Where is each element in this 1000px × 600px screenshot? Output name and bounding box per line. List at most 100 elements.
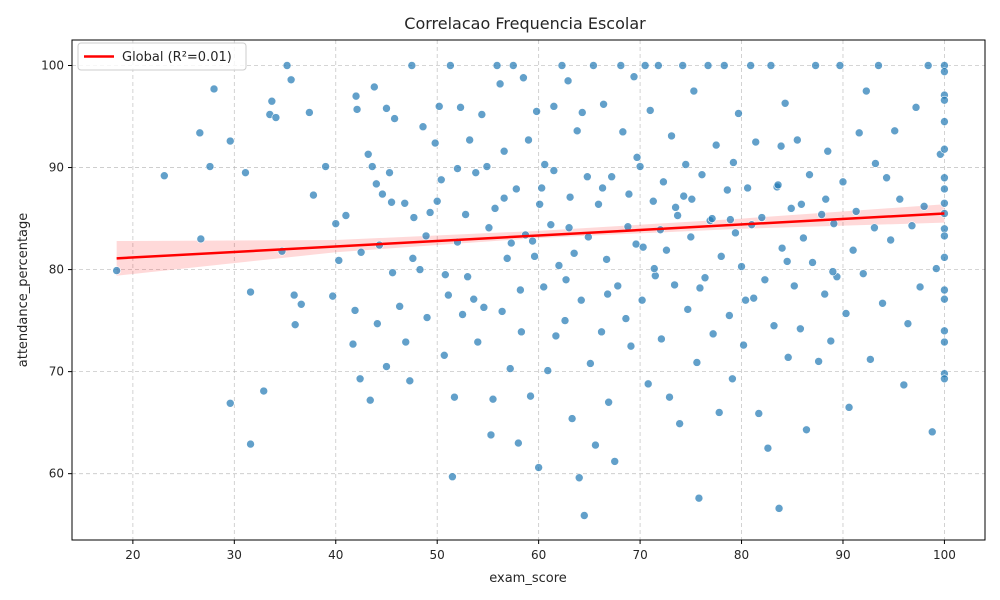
data-point: [673, 211, 682, 220]
x-tick-label: 30: [227, 548, 242, 562]
data-point: [532, 107, 541, 116]
data-point: [811, 61, 820, 70]
data-point: [777, 243, 787, 253]
data-point: [425, 208, 435, 217]
data-point: [195, 128, 205, 138]
data-point: [681, 160, 691, 169]
data-point: [802, 425, 811, 435]
data-point: [225, 398, 235, 408]
data-point: [554, 261, 564, 270]
data-point: [602, 255, 611, 264]
data-point: [679, 191, 689, 201]
data-point: [526, 391, 535, 401]
data-point: [657, 334, 666, 344]
data-point: [564, 223, 574, 233]
data-point: [401, 337, 411, 347]
points-layer: [112, 61, 949, 520]
data-point: [671, 203, 680, 212]
data-point: [400, 198, 410, 208]
data-point: [670, 280, 679, 290]
data-point: [259, 386, 269, 396]
data-point: [780, 98, 790, 108]
data-point: [940, 253, 949, 262]
data-point: [878, 298, 887, 308]
data-point: [350, 306, 360, 315]
x-tick-label: 90: [835, 548, 850, 562]
data-point: [486, 430, 496, 440]
data-point: [225, 136, 235, 146]
data-point: [356, 247, 366, 257]
data-point: [940, 224, 949, 234]
data-point: [707, 214, 717, 223]
data-point: [799, 233, 808, 243]
data-point: [267, 96, 277, 106]
data-point: [766, 61, 776, 70]
data-point: [665, 392, 674, 402]
data-point: [695, 283, 705, 293]
data-point: [407, 61, 417, 70]
data-point: [760, 275, 770, 285]
data-point: [282, 61, 292, 70]
data-point: [497, 307, 507, 316]
data-point: [923, 61, 933, 70]
data-point: [808, 258, 817, 267]
data-point: [940, 231, 949, 241]
data-point: [463, 272, 472, 282]
data-point: [418, 122, 428, 132]
data-point: [328, 291, 338, 301]
data-point: [826, 336, 836, 346]
data-point: [848, 245, 858, 255]
data-point: [714, 408, 724, 417]
data-point: [919, 202, 929, 211]
data-point: [773, 180, 783, 190]
data-point: [662, 245, 671, 255]
data-point: [514, 438, 523, 448]
data-point: [539, 282, 549, 292]
data-point: [351, 91, 361, 101]
data-point: [870, 223, 879, 233]
data-point: [432, 196, 442, 206]
data-point: [563, 76, 573, 86]
data-point: [505, 364, 515, 373]
data-point: [940, 173, 949, 183]
data-point: [719, 61, 729, 70]
data-point: [246, 439, 255, 449]
data-point: [561, 275, 571, 285]
data-point: [591, 440, 600, 450]
data-point: [700, 273, 710, 283]
data-point: [574, 473, 584, 483]
data-point: [209, 84, 219, 94]
data-point: [355, 374, 365, 384]
y-tick-label: 70: [49, 365, 64, 379]
data-point: [365, 395, 375, 405]
data-point: [112, 266, 121, 275]
data-point: [651, 271, 660, 281]
data-point: [844, 403, 854, 412]
legend-label-global: Global (R²=0.01): [122, 50, 232, 65]
data-point: [820, 289, 830, 299]
data-point: [569, 248, 579, 258]
data-point: [370, 82, 379, 92]
x-tick-label: 80: [734, 548, 749, 562]
data-point: [502, 254, 512, 263]
data-point: [446, 61, 455, 70]
data-point: [940, 198, 949, 208]
data-point: [940, 117, 949, 126]
data-point: [436, 175, 446, 185]
data-point: [729, 158, 738, 167]
data-point: [305, 108, 314, 117]
data-point: [363, 149, 373, 159]
data-point: [444, 290, 453, 300]
data-point: [678, 61, 687, 70]
data-point: [456, 103, 465, 112]
data-point: [751, 137, 761, 147]
data-point: [757, 213, 767, 222]
data-point: [708, 329, 718, 339]
data-point: [675, 419, 684, 428]
y-axis-title: attendance_percentage: [16, 213, 31, 368]
data-point: [940, 326, 949, 336]
data-point: [723, 185, 732, 195]
data-point: [241, 168, 250, 177]
data-point: [640, 61, 650, 70]
